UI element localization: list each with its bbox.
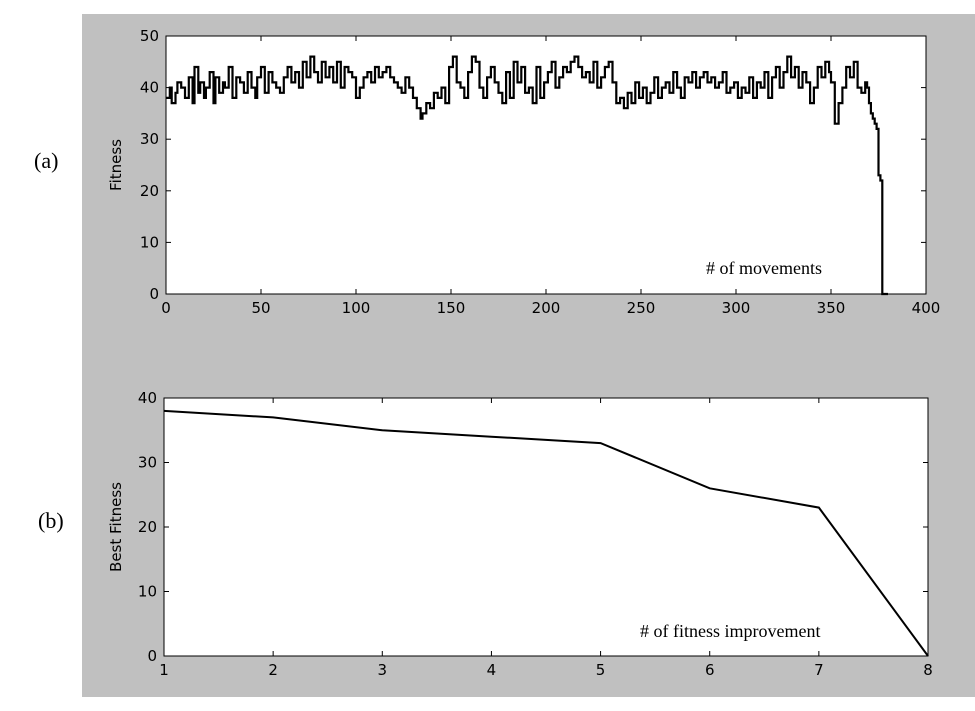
y-tick-label-a: 50 [140, 27, 159, 45]
x-tick-label-b: 5 [596, 661, 606, 679]
x-tick-label-b: 7 [814, 661, 824, 679]
x-tick-label-a: 400 [912, 299, 941, 317]
x-tick-label-b: 4 [487, 661, 497, 679]
y-tick-label-b: 40 [138, 389, 157, 407]
tick-labels-a: 0 50 100 150 200 250 300 350 400 0 10 20 30 40 50 [140, 27, 940, 317]
tick-labels-b: 1 2 3 4 5 6 7 8 0 10 20 30 40 [138, 389, 933, 679]
y-tick-label-b: 20 [138, 518, 157, 536]
x-tick-label-a: 300 [722, 299, 751, 317]
x-tick-label-a: 200 [532, 299, 561, 317]
x-tick-label-a: 0 [161, 299, 171, 317]
x-tick-label-b: 8 [923, 661, 933, 679]
best-fitness-line [163, 409, 929, 657]
y-tick-label-a: 0 [149, 285, 159, 303]
panel-label-a: (a) [34, 148, 58, 173]
chart-b: 1 2 3 4 5 6 7 8 0 10 20 30 40 Best Fitness # of fitn… [107, 389, 933, 679]
x-tick-label-b: 1 [159, 661, 169, 679]
x-tick-label-a: 100 [342, 299, 371, 317]
ylabel-a: Fitness [107, 139, 125, 191]
plot-area-b [163, 397, 929, 657]
y-tick-label-a: 30 [140, 130, 159, 148]
x-tick-label-b: 6 [705, 661, 715, 679]
x-tick-label-a: 150 [437, 299, 466, 317]
plot-area-a [165, 35, 927, 295]
panel-label-b: (b) [38, 508, 64, 533]
x-tick-label-a: 350 [817, 299, 846, 317]
annotation-a: # of movements [706, 258, 822, 278]
x-tick-label-b: 2 [268, 661, 278, 679]
x-tick-label-a: 250 [627, 299, 656, 317]
y-tick-label-a: 10 [140, 233, 159, 251]
ticks-b [163, 397, 929, 657]
y-tick-label-a: 40 [140, 79, 159, 97]
ylabel-b: Best Fitness [107, 482, 125, 572]
ticks-a [165, 35, 927, 295]
x-tick-label-b: 3 [378, 661, 388, 679]
x-tick-label-a: 50 [251, 299, 270, 317]
y-tick-label-b: 0 [147, 647, 157, 665]
y-tick-label-b: 10 [138, 583, 157, 601]
fitness-line [166, 55, 888, 296]
annotation-b: # of fitness improvement [640, 621, 820, 641]
chart-a: 0 50 100 150 200 250 300 350 400 0 10 20 30 40 50 Fitn… [107, 27, 940, 317]
y-tick-label-a: 20 [140, 182, 159, 200]
y-tick-label-b: 30 [138, 454, 157, 472]
